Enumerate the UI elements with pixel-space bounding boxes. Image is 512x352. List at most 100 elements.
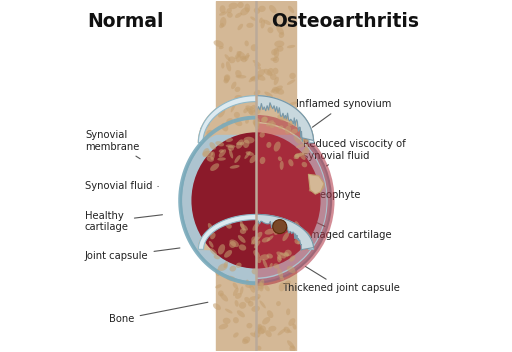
Ellipse shape — [256, 69, 265, 77]
Ellipse shape — [289, 345, 295, 352]
Ellipse shape — [252, 60, 261, 66]
Ellipse shape — [260, 132, 265, 138]
Ellipse shape — [254, 232, 262, 240]
Text: Inflamed synovium: Inflamed synovium — [296, 99, 392, 127]
Ellipse shape — [249, 155, 257, 163]
Ellipse shape — [234, 87, 240, 92]
Ellipse shape — [286, 308, 290, 315]
Ellipse shape — [191, 132, 321, 269]
Ellipse shape — [277, 114, 287, 121]
Ellipse shape — [220, 293, 228, 302]
Ellipse shape — [257, 74, 265, 81]
Ellipse shape — [310, 180, 316, 186]
Ellipse shape — [220, 5, 226, 13]
Ellipse shape — [272, 87, 280, 94]
Ellipse shape — [209, 241, 214, 248]
Ellipse shape — [265, 228, 275, 235]
Ellipse shape — [302, 162, 307, 167]
Ellipse shape — [300, 131, 308, 139]
Ellipse shape — [238, 235, 246, 243]
Ellipse shape — [230, 165, 240, 169]
Ellipse shape — [295, 221, 301, 231]
Ellipse shape — [231, 102, 236, 112]
Ellipse shape — [267, 68, 273, 75]
Ellipse shape — [226, 8, 232, 13]
Ellipse shape — [250, 76, 259, 81]
Ellipse shape — [234, 119, 242, 126]
Ellipse shape — [209, 142, 216, 150]
Ellipse shape — [236, 54, 241, 62]
Ellipse shape — [285, 117, 293, 121]
Ellipse shape — [215, 284, 222, 288]
Ellipse shape — [265, 330, 272, 337]
Ellipse shape — [254, 330, 261, 338]
Ellipse shape — [257, 258, 261, 263]
Ellipse shape — [228, 56, 236, 63]
Ellipse shape — [289, 255, 295, 262]
Ellipse shape — [254, 120, 260, 126]
Ellipse shape — [227, 12, 233, 18]
Ellipse shape — [266, 142, 271, 148]
Ellipse shape — [280, 161, 284, 170]
Ellipse shape — [249, 284, 255, 293]
Ellipse shape — [246, 107, 253, 115]
Ellipse shape — [221, 63, 224, 69]
Ellipse shape — [200, 124, 210, 130]
Ellipse shape — [276, 301, 281, 306]
Ellipse shape — [254, 8, 260, 14]
Ellipse shape — [226, 276, 236, 281]
Ellipse shape — [251, 283, 259, 291]
Ellipse shape — [235, 13, 242, 18]
Polygon shape — [216, 1, 296, 134]
Ellipse shape — [246, 323, 252, 328]
Ellipse shape — [273, 56, 279, 63]
Ellipse shape — [234, 155, 241, 163]
Ellipse shape — [225, 309, 232, 314]
Polygon shape — [198, 96, 313, 146]
Ellipse shape — [255, 294, 261, 299]
Ellipse shape — [257, 346, 262, 350]
Ellipse shape — [274, 86, 283, 92]
Ellipse shape — [266, 120, 274, 126]
Ellipse shape — [239, 244, 246, 251]
Ellipse shape — [271, 49, 278, 55]
Ellipse shape — [236, 75, 246, 78]
Ellipse shape — [227, 145, 234, 151]
Ellipse shape — [251, 237, 258, 245]
Ellipse shape — [288, 318, 295, 326]
Ellipse shape — [297, 238, 305, 244]
Ellipse shape — [243, 339, 248, 343]
Ellipse shape — [234, 95, 243, 101]
Ellipse shape — [218, 157, 226, 161]
Ellipse shape — [245, 105, 255, 113]
Ellipse shape — [249, 105, 255, 111]
Ellipse shape — [278, 328, 286, 335]
Polygon shape — [198, 96, 314, 143]
Text: Synovial fluid: Synovial fluid — [85, 182, 158, 191]
Ellipse shape — [251, 306, 260, 312]
Ellipse shape — [271, 99, 278, 104]
Ellipse shape — [208, 223, 214, 232]
Ellipse shape — [260, 254, 269, 260]
Ellipse shape — [257, 327, 265, 334]
Ellipse shape — [261, 117, 268, 122]
Ellipse shape — [219, 23, 224, 28]
Ellipse shape — [210, 233, 216, 239]
Ellipse shape — [279, 282, 285, 291]
Text: Synovial
membrane: Synovial membrane — [85, 130, 140, 159]
Ellipse shape — [295, 153, 299, 159]
Ellipse shape — [254, 106, 261, 114]
Text: Reduced viscocity of
synovial fluid: Reduced viscocity of synovial fluid — [303, 139, 406, 166]
Ellipse shape — [218, 244, 225, 254]
Ellipse shape — [234, 51, 242, 59]
Text: Healthy
cartilage: Healthy cartilage — [85, 210, 162, 232]
Ellipse shape — [226, 224, 232, 229]
Ellipse shape — [269, 122, 276, 128]
Ellipse shape — [284, 327, 290, 333]
Ellipse shape — [240, 221, 245, 231]
Ellipse shape — [226, 144, 236, 148]
Ellipse shape — [219, 11, 227, 16]
Ellipse shape — [278, 268, 283, 278]
Ellipse shape — [294, 153, 303, 157]
Ellipse shape — [219, 149, 226, 157]
